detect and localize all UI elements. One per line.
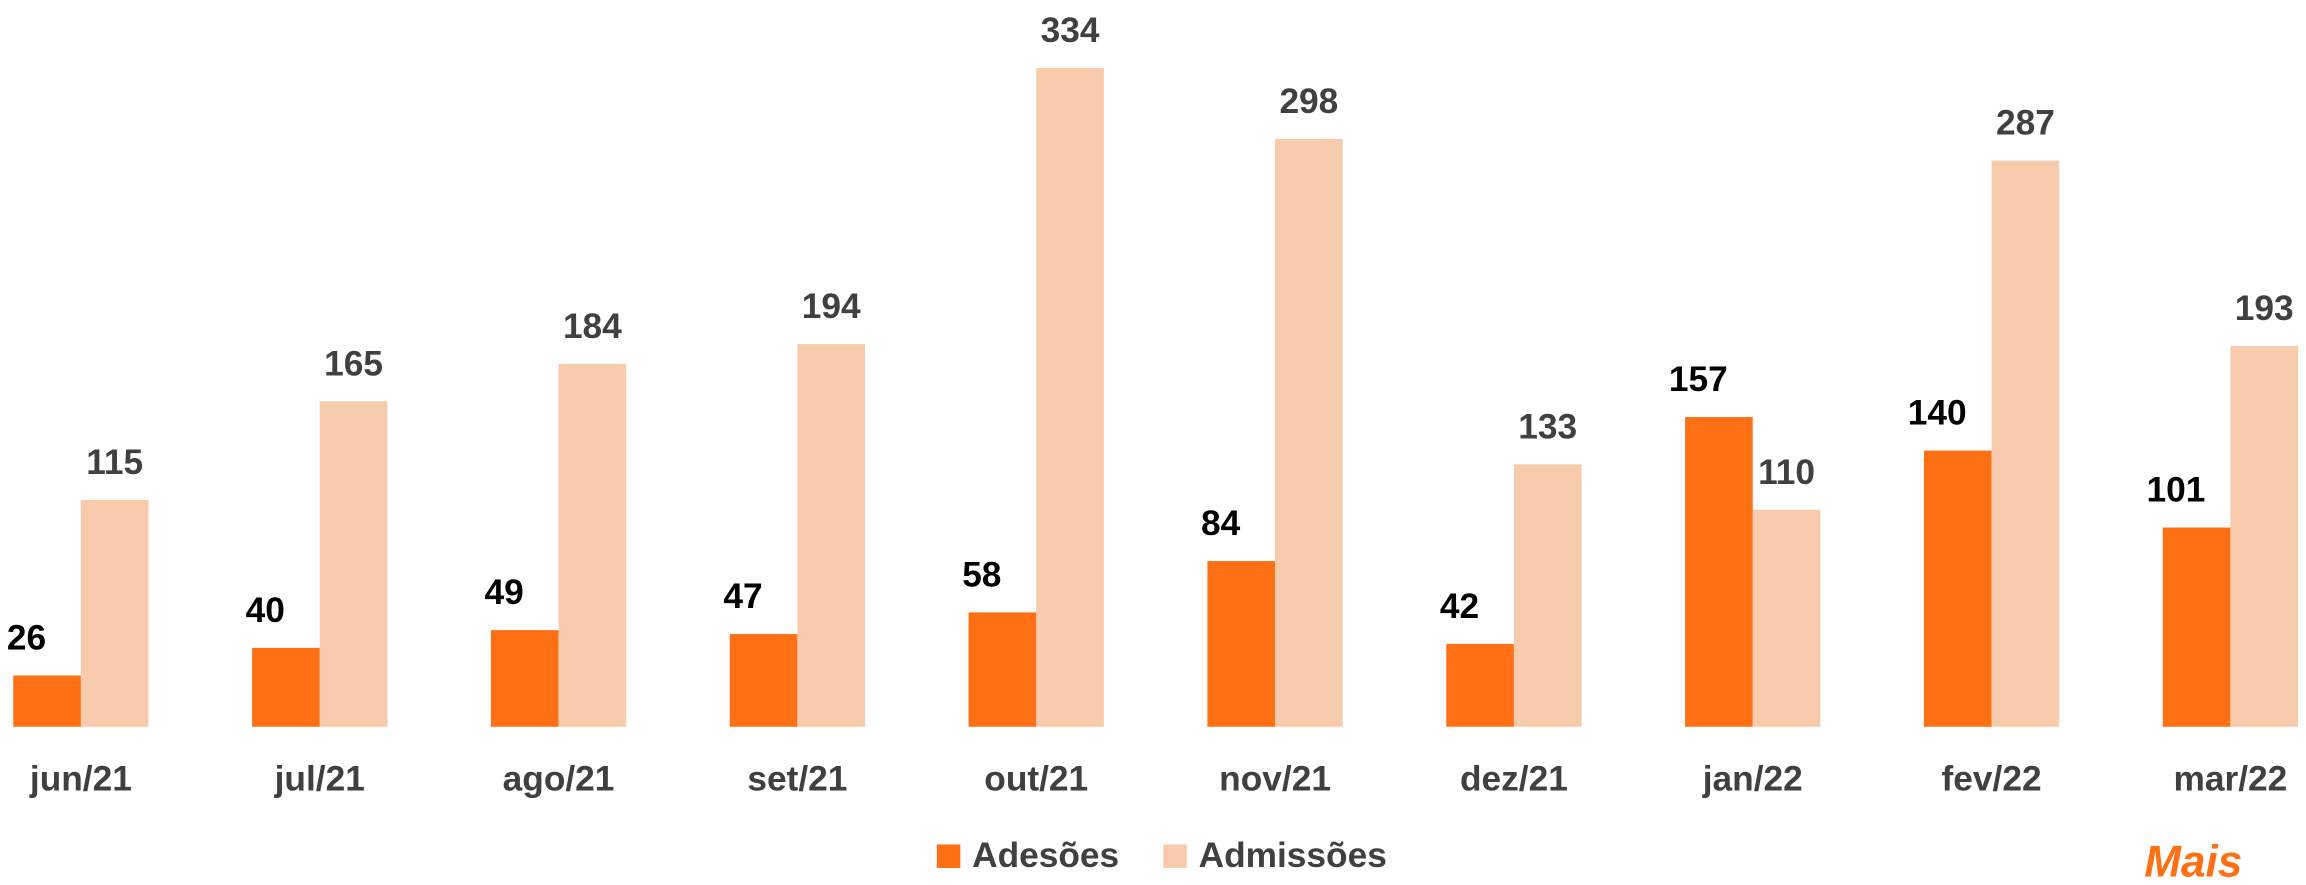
bar [797,344,866,727]
data-label: 165 [324,344,383,383]
legend-label: Adesões [972,836,1119,875]
data-label: 184 [563,307,622,346]
bar [2162,527,2231,727]
bar [1991,160,2060,727]
x-tick-label: mar/22 [2174,760,2288,799]
bar [1752,509,1821,727]
bar [13,675,81,727]
data-label: 47 [723,577,762,616]
bar [2230,346,2299,727]
x-tick-label: out/21 [984,760,1088,799]
legend-swatch [1163,844,1187,868]
data-label: 157 [1669,360,1728,399]
data-label: 140 [1908,394,1967,433]
x-tick-label: jul/21 [274,760,365,799]
legend-label: Admissões [1199,836,1387,875]
data-label: 110 [1758,453,1815,492]
bar [1036,67,1104,727]
bar [1513,464,1582,727]
x-tick-label: set/21 [747,760,847,799]
bar [80,499,149,727]
legend-swatch [936,844,961,868]
data-label: 49 [485,573,524,612]
data-label: 42 [1440,587,1479,626]
bar [1685,417,1753,727]
bar [1446,643,1514,727]
data-label: 101 [2147,471,2206,510]
data-label: 298 [1279,82,1338,121]
bar [1207,561,1276,727]
data-label: 334 [1041,11,1100,50]
data-label: 84 [1201,504,1241,543]
bar [319,401,388,727]
x-tick-label: fev/22 [1942,760,2042,799]
x-tick-label: nov/21 [1219,760,1331,799]
x-tick-label: dez/21 [1460,760,1568,799]
data-label: 194 [802,287,861,326]
bar [252,647,320,727]
bar [968,612,1037,727]
data-label: 40 [246,591,285,630]
data-label: 115 [86,443,143,482]
bar [558,363,627,727]
x-tick-label: ago/21 [503,760,615,799]
bar [729,634,798,727]
bar [1275,138,1343,727]
data-label: 133 [1518,407,1577,446]
data-label: 193 [2235,289,2294,328]
bar [1923,450,1992,727]
data-label: 287 [1996,104,2055,143]
data-label: 26 [7,619,46,658]
logo: Mais [2144,838,2242,880]
x-tick-label: jan/22 [1702,760,1803,799]
bar [490,630,559,727]
x-tick-label: jun/21 [29,760,132,799]
data-label: 58 [962,555,1001,594]
